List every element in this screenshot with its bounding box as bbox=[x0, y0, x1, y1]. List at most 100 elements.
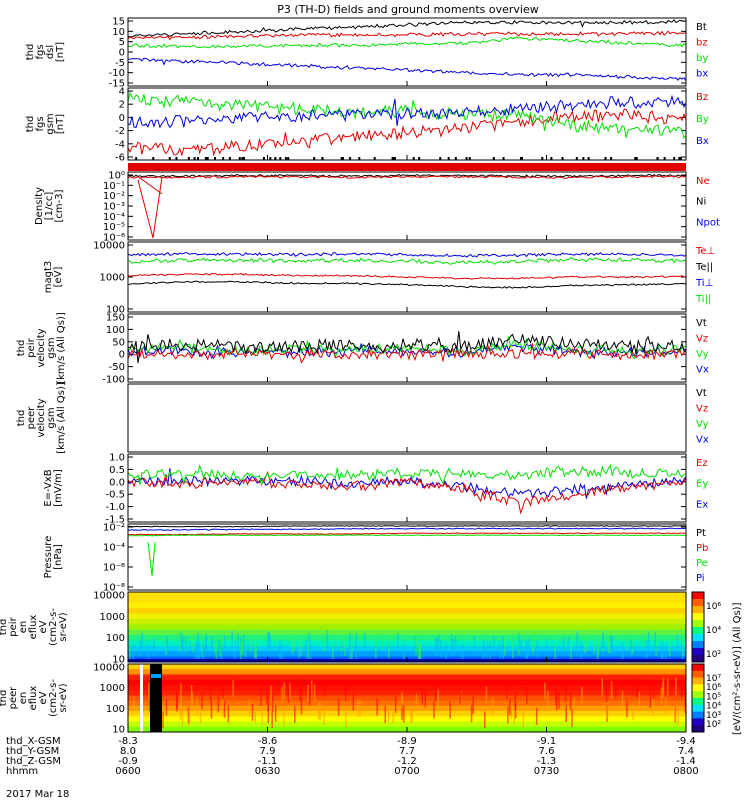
spectrogram-texture bbox=[251, 703, 254, 721]
legend-entry: Vy bbox=[696, 419, 709, 430]
spectrogram-texture bbox=[220, 642, 223, 661]
spectrogram-texture bbox=[181, 710, 184, 728]
legend-entry: Vz bbox=[696, 404, 708, 415]
colorbar-swatch bbox=[692, 613, 704, 621]
series-Ne bbox=[128, 175, 686, 180]
x-axis-value: 0700 bbox=[394, 766, 419, 777]
spectrogram-texture bbox=[573, 697, 575, 715]
x-axis-value: -1.4 bbox=[676, 756, 696, 767]
spectrogram-texture bbox=[240, 642, 242, 660]
spectrogram-texture bbox=[611, 636, 614, 654]
y-tick-label: -1.0 bbox=[105, 502, 125, 513]
spectrogram-texture bbox=[525, 639, 527, 658]
y-tick-label: 10 bbox=[112, 27, 125, 38]
colorbar-tick-label: 10⁷ bbox=[706, 674, 721, 684]
spectrogram-band bbox=[128, 613, 686, 620]
flag-mark bbox=[418, 157, 421, 160]
series-bz bbox=[128, 30, 686, 41]
panel-ylabel-line: thd bbox=[0, 690, 9, 707]
spectrogram-texture bbox=[675, 678, 677, 696]
y-tick-label: 10000 bbox=[93, 591, 125, 602]
spectrogram-texture bbox=[261, 708, 264, 726]
spectrogram-texture bbox=[652, 699, 654, 717]
spectrogram-texture bbox=[485, 686, 488, 704]
flag-mark bbox=[243, 157, 246, 160]
flag-mark bbox=[679, 157, 682, 160]
spectrogram-texture bbox=[571, 709, 573, 727]
spectrogram-band bbox=[128, 651, 686, 658]
spectrogram-texture bbox=[307, 644, 310, 662]
legend-entry: Npot bbox=[696, 217, 720, 228]
legend-entry: Bz bbox=[696, 92, 708, 103]
flag-mark bbox=[656, 157, 659, 160]
y-tick-label: 5 bbox=[119, 37, 125, 48]
spectrogram-texture bbox=[642, 631, 645, 649]
colorbar-tick-label: 10² bbox=[706, 720, 721, 730]
spectrogram-texture bbox=[554, 642, 556, 661]
spectrogram-texture bbox=[352, 693, 355, 711]
y-tick-label: 0 bbox=[119, 350, 125, 361]
panel-efield: E=-VxB [mV/m] 1.00.50.0 -0.5-1.0 -1.5 Ez Ey Ex bbox=[43, 453, 708, 526]
spectrogram-texture bbox=[449, 701, 451, 719]
flag-mark bbox=[447, 157, 450, 160]
data-gap bbox=[150, 664, 162, 732]
spectrogram-band bbox=[128, 592, 686, 598]
colorbar-swatch bbox=[692, 634, 704, 642]
colorbar-swatch bbox=[692, 664, 704, 672]
legend-entry: Ey bbox=[696, 479, 708, 490]
y-tick-label: 150 bbox=[106, 313, 125, 324]
flag-mark bbox=[634, 157, 637, 160]
spectrogram-texture bbox=[512, 640, 514, 658]
spectrogram-texture bbox=[660, 687, 663, 705]
spectrogram-texture bbox=[267, 631, 269, 650]
mode-flag-bar bbox=[128, 163, 686, 171]
spectrogram-texture bbox=[631, 637, 634, 655]
spectrogram-texture bbox=[654, 631, 656, 649]
colorbar-tick-label: 10⁴ bbox=[706, 702, 721, 712]
legend-entry: Vx bbox=[696, 435, 709, 446]
colorbar-frame bbox=[691, 663, 705, 733]
y-tick-label: 1000 bbox=[100, 612, 125, 623]
legend-entry: Pb bbox=[696, 543, 708, 554]
spectrogram-texture bbox=[165, 699, 168, 717]
y-tick-label: 10⁻⁶ bbox=[103, 563, 125, 574]
spectrogram-texture bbox=[436, 638, 439, 656]
series-Pi bbox=[128, 527, 686, 531]
panel-ylabel-line: [cm-3] bbox=[54, 189, 65, 222]
spectrogram-texture bbox=[440, 639, 442, 658]
spectrogram-texture bbox=[434, 683, 437, 701]
y-tick-label: 0 bbox=[119, 113, 125, 124]
colorbar-frame bbox=[691, 591, 705, 663]
colorbar-swatch bbox=[692, 711, 704, 719]
spectrogram-band bbox=[128, 700, 686, 707]
spectrogram-texture bbox=[545, 638, 548, 656]
spectrogram-texture bbox=[410, 706, 412, 724]
spectrogram-texture bbox=[664, 642, 667, 660]
spectrogram-texture bbox=[253, 640, 256, 658]
spectrogram-texture bbox=[610, 634, 612, 653]
spectrogram-texture bbox=[307, 684, 309, 702]
y-tick-label: 1000 bbox=[100, 273, 125, 284]
spectrogram-texture bbox=[567, 637, 570, 655]
series-by bbox=[128, 36, 686, 49]
spectrogram-texture bbox=[243, 634, 245, 653]
spectrogram-texture bbox=[214, 635, 216, 654]
colorbar-swatch bbox=[692, 725, 704, 733]
panel-ylabel-line: (cm2-s- bbox=[48, 679, 59, 717]
colorbar-label: [eV/(cm²-s-sr-eV)] (All Qs)] bbox=[732, 602, 743, 735]
spectrogram-texture bbox=[201, 692, 203, 710]
spectrogram-texture bbox=[139, 639, 142, 657]
spectrogram-texture bbox=[418, 642, 421, 661]
spectrogram-texture bbox=[198, 643, 200, 661]
spectrogram-texture bbox=[615, 681, 617, 699]
spectrogram-texture bbox=[188, 708, 191, 726]
flag-mark bbox=[152, 157, 155, 160]
flag-mark bbox=[358, 157, 361, 160]
spectrogram-texture bbox=[581, 686, 583, 704]
spectrogram-texture bbox=[645, 640, 648, 659]
flag-mark bbox=[373, 157, 376, 160]
spectrogram-texture bbox=[532, 636, 534, 655]
panel-ylabel-line: Density bbox=[34, 187, 45, 225]
spectrogram-texture bbox=[323, 634, 325, 652]
spectrogram-texture bbox=[147, 643, 150, 661]
